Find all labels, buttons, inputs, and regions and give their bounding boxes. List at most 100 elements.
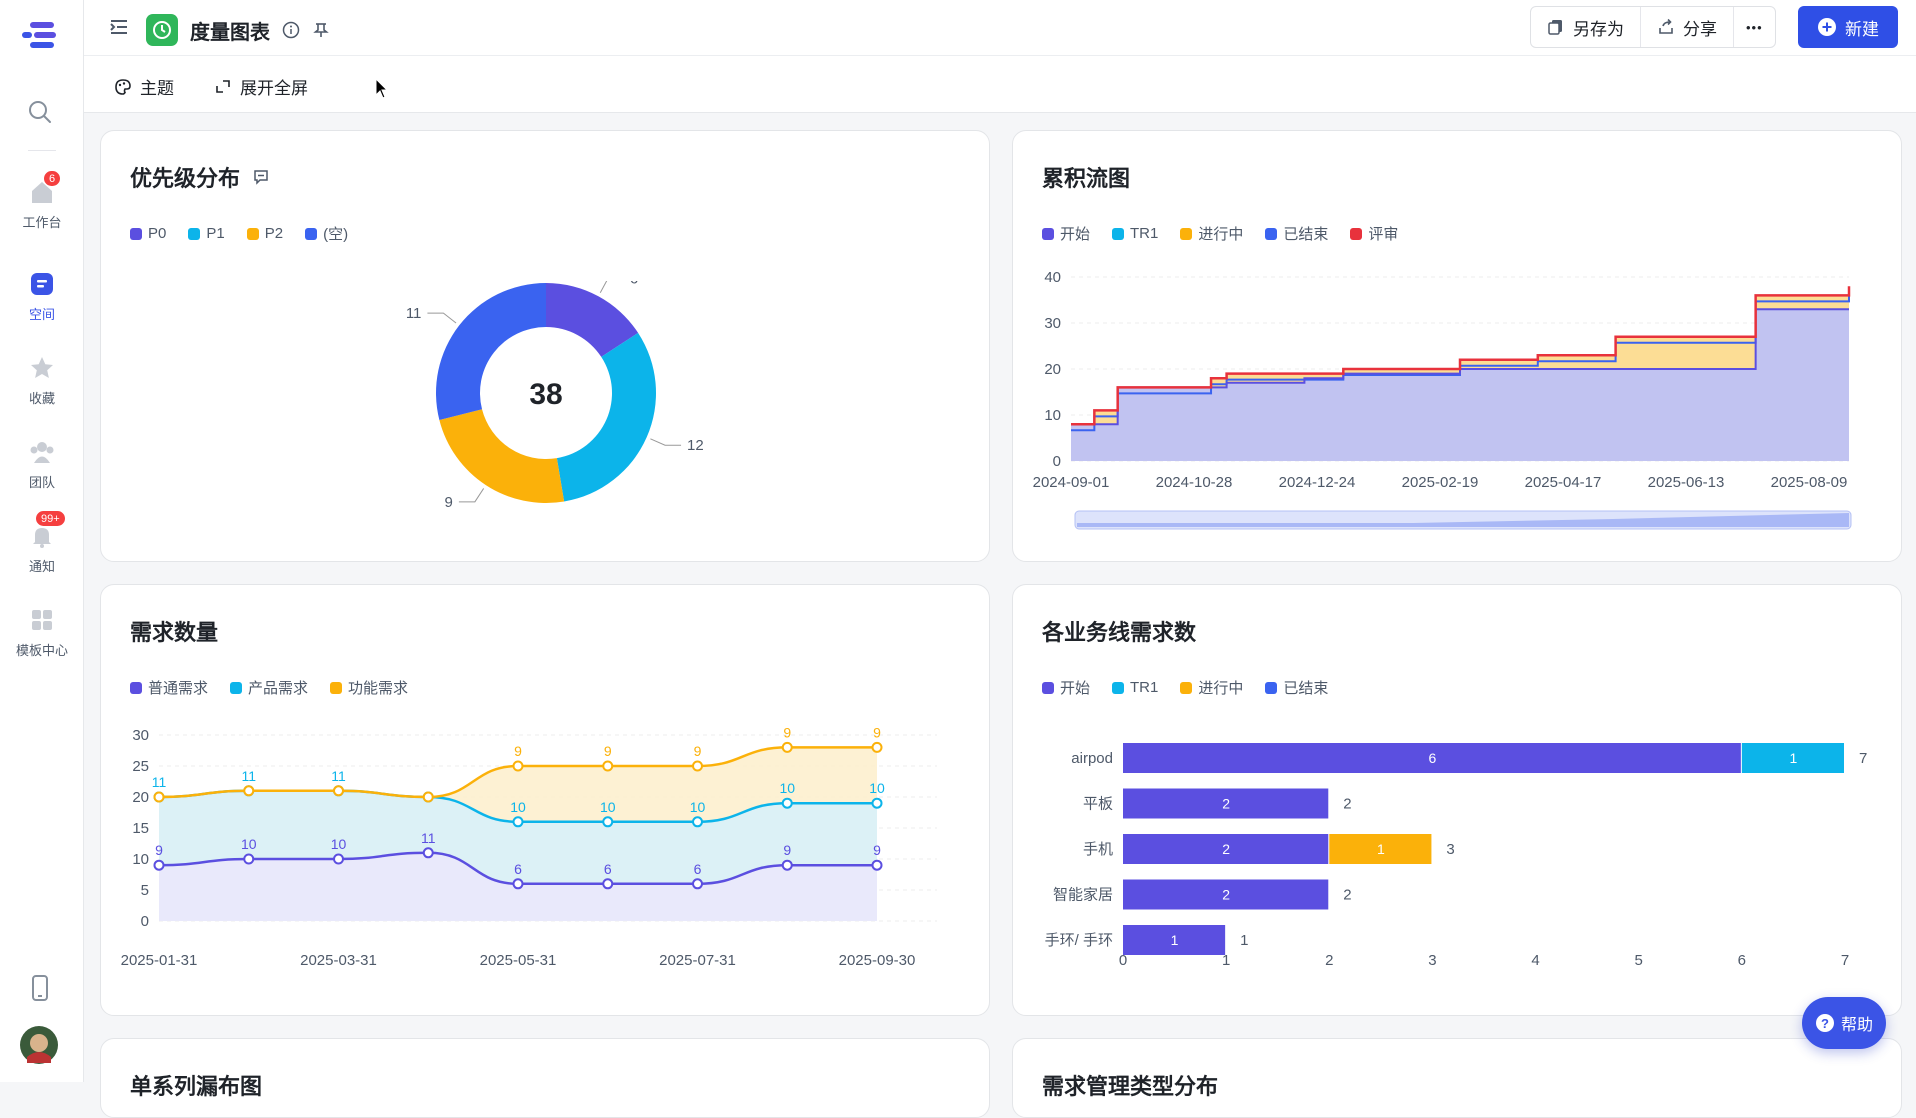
bar-total-label: 7 — [1859, 750, 1867, 767]
sidebar-item-notifications[interactable]: 99+ 通知 — [0, 510, 84, 575]
legend-swatch — [1350, 227, 1363, 240]
donut-slice — [546, 283, 639, 357]
legend-item[interactable]: 进行中 — [1180, 677, 1243, 698]
bar-segment — [1329, 834, 1432, 864]
data-point — [871, 797, 883, 809]
save-as-button[interactable]: 另存为 — [1531, 7, 1641, 47]
info-icon[interactable] — [282, 21, 300, 39]
legend-item[interactable]: 产品需求 — [230, 677, 308, 698]
x-tick-label: 2025-08-09 — [1771, 474, 1848, 491]
template-icon — [32, 610, 52, 630]
legend-item[interactable]: 开始 — [1042, 223, 1090, 244]
data-label: 10 — [779, 780, 795, 796]
bottom-left-title: 单系列漏布图 — [130, 1074, 263, 1099]
legend-swatch — [1042, 681, 1054, 694]
data-point — [781, 797, 793, 809]
help-button[interactable]: ? 帮助 — [1802, 997, 1886, 1049]
legend-item[interactable]: 普通需求 — [130, 677, 208, 698]
fullscreen-button[interactable]: 展开全屏 — [214, 74, 308, 99]
data-point — [243, 853, 255, 865]
new-label: 新建 — [1845, 19, 1879, 39]
legend-item[interactable]: 已结束 — [1265, 223, 1328, 244]
slice-leader-line — [599, 281, 608, 293]
home-icon — [32, 182, 52, 203]
category-label: 手环/ 手环 — [1045, 932, 1113, 949]
x-tick-label: 5 — [1635, 952, 1643, 969]
theme-button[interactable]: 主题 — [114, 74, 174, 99]
legend-item[interactable]: 开始 — [1042, 677, 1090, 698]
data-point — [512, 878, 524, 890]
legend-item[interactable]: P1 — [188, 223, 225, 244]
data-label: 9 — [155, 842, 163, 858]
data-label: 9 — [873, 724, 881, 740]
collapse-sidebar-icon[interactable] — [108, 16, 130, 38]
app-logo-icon[interactable] — [20, 20, 60, 50]
bar-segment — [1741, 743, 1844, 773]
sidebar-item-label: 空间 — [28, 307, 55, 322]
legend-swatch — [246, 227, 259, 240]
data-label: 6 — [694, 861, 702, 877]
mouse-cursor-icon — [375, 78, 389, 99]
legend-item[interactable]: (空) — [305, 223, 348, 244]
theme-label: 主题 — [140, 79, 174, 98]
x-tick-label: 2025-04-17 — [1525, 474, 1602, 491]
x-tick-label: 4 — [1531, 952, 1539, 969]
legend-item[interactable]: P2 — [246, 223, 283, 244]
mobile-icon[interactable] — [28, 974, 52, 1002]
legend-item[interactable]: TR1 — [1112, 223, 1158, 244]
sidebar: 6 工作台 空间 收藏 团队 99+ 通知 模板中心 — [0, 0, 84, 1082]
legend-item[interactable]: 功能需求 — [330, 677, 408, 698]
legend-item[interactable]: P0 — [130, 223, 166, 244]
share-label: 分享 — [1683, 19, 1717, 39]
legend-swatch — [188, 227, 201, 240]
y-tick-label: 5 — [141, 882, 149, 899]
page-title: 度量图表 — [190, 21, 270, 44]
avatar[interactable] — [19, 1025, 59, 1065]
search-icon[interactable] — [26, 98, 54, 126]
slice-leader-line — [458, 488, 485, 503]
x-tick-label: 7 — [1841, 952, 1849, 969]
more-button[interactable]: ••• — [1734, 7, 1775, 47]
y-tick-label: 20 — [132, 789, 149, 806]
data-label: 11 — [421, 830, 436, 846]
legend-item[interactable]: TR1 — [1112, 677, 1158, 698]
sidebar-item-team[interactable]: 团队 — [0, 438, 84, 491]
legend-item[interactable]: 评审 — [1350, 223, 1398, 244]
data-point — [781, 859, 793, 871]
legend-item[interactable]: 已结束 — [1265, 677, 1328, 698]
band-start — [1071, 309, 1849, 461]
x-tick-label: 2024-10-28 — [1156, 474, 1233, 491]
legend-label: P1 — [206, 225, 225, 242]
legend-item[interactable]: 进行中 — [1180, 223, 1243, 244]
plus-circle-icon — [1818, 18, 1836, 36]
sidebar-item-templates[interactable]: 模板中心 — [0, 606, 84, 659]
business-legend: 开始 TR1 进行中 已结束 — [1042, 677, 1328, 698]
legend-swatch — [1265, 227, 1278, 240]
share-button[interactable]: 分享 — [1641, 7, 1734, 47]
more-icon: ••• — [1746, 19, 1763, 35]
bar-value-label: 1 — [1171, 932, 1179, 948]
data-point — [602, 816, 614, 828]
help-label: 帮助 — [1840, 1017, 1873, 1034]
new-button[interactable]: 新建 — [1798, 6, 1898, 48]
comment-icon[interactable] — [252, 168, 270, 186]
bar-segment — [1123, 925, 1226, 955]
sidebar-item-workbench[interactable]: 6 工作台 — [0, 170, 84, 231]
business-demand-card: 各业务线需求数 开始 TR1 进行中 已结束 0 1 2 3 4 5 6 7 airpod 6 1 7 平板 2… — [1012, 584, 1902, 1016]
bar-value-label: 1 — [1790, 750, 1798, 766]
legend-label: 产品需求 — [248, 680, 309, 697]
sidebar-item-label: 收藏 — [28, 391, 55, 406]
sidebar-item-favorites[interactable]: 收藏 — [0, 354, 84, 407]
data-point — [871, 859, 883, 871]
copy-icon — [1548, 20, 1562, 35]
cumulative-flow-card: 累积流图 开始 TR1 进行中 已结束 评审 0 10 20 30 40 2024-09-01 20… — [1012, 130, 1902, 562]
team-icon — [30, 442, 54, 463]
sidebar-item-label: 通知 — [28, 559, 55, 574]
pin-icon[interactable] — [312, 21, 330, 39]
sidebar-item-space[interactable]: 空间 — [0, 270, 84, 323]
data-point — [692, 760, 703, 772]
page-title-wrap: 度量图表 — [146, 14, 330, 46]
data-label: 6 — [514, 861, 522, 877]
legend-swatch — [1180, 227, 1193, 240]
cfd-title: 累积流图 — [1042, 166, 1131, 191]
